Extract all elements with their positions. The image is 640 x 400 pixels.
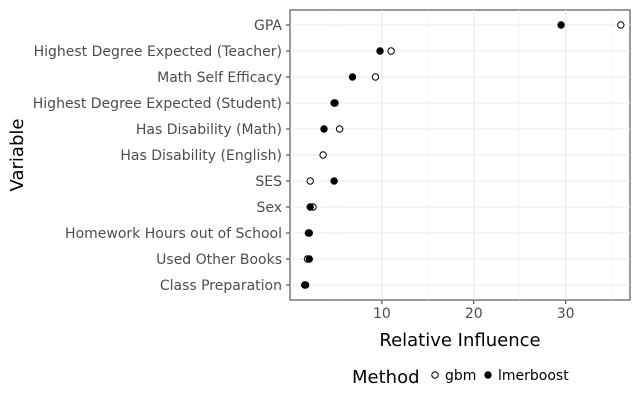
point-gbm — [371, 73, 380, 81]
point-lmerboost — [306, 203, 314, 211]
point-gbm — [387, 47, 395, 55]
legend-key-gbm — [431, 371, 439, 379]
y-tick-label: GPA — [254, 18, 282, 34]
point-lmerboost — [301, 281, 310, 289]
point-lmerboost — [305, 229, 313, 237]
y-tick-label: Has Disability (English) — [120, 148, 282, 164]
point-lmerboost — [330, 177, 338, 185]
x-axis-ticks: 10 20 30 — [373, 300, 575, 322]
y-tick-label: SES — [255, 174, 282, 190]
point-gbm — [306, 177, 314, 185]
y-tick-label: Sex — [256, 200, 282, 216]
y-tick-label: Math Self Efficacy — [157, 70, 282, 86]
point-lmerboost — [557, 21, 565, 29]
y-tick-label: Class Preparation — [160, 278, 282, 294]
legend-label-gbm: gbm — [445, 368, 476, 384]
y-axis-ticks: GPA Highest Degree Expected (Teacher) Math… — [33, 18, 290, 294]
point-lmerboost — [320, 125, 328, 133]
point-gbm — [319, 151, 327, 159]
legend-key-lmerboost — [484, 371, 492, 379]
point-gbm — [335, 125, 344, 133]
point-lmerboost — [305, 255, 313, 263]
x-axis-title: Relative Influence — [379, 330, 540, 351]
legend-title: Method — [352, 367, 420, 388]
x-tick-label: 10 — [373, 306, 391, 322]
legend-label-lmerboost: lmerboost — [498, 368, 569, 384]
point-lmerboost — [331, 99, 339, 107]
y-axis-title: Variable — [7, 119, 28, 192]
point-lmerboost — [348, 73, 357, 81]
y-tick-label: Highest Degree Expected (Teacher) — [34, 44, 282, 60]
y-tick-label: Homework Hours out of School — [65, 226, 282, 242]
y-tick-label: Has Disability (Math) — [136, 122, 282, 138]
y-tick-label: Highest Degree Expected (Student) — [33, 96, 282, 112]
point-lmerboost — [376, 47, 384, 55]
legend: Method gbm lmerboost — [352, 367, 569, 388]
x-tick-label: 30 — [557, 306, 575, 322]
data-points — [301, 21, 625, 289]
grid — [290, 10, 630, 300]
y-tick-label: Used Other Books — [156, 252, 282, 268]
x-tick-label: 20 — [465, 306, 483, 322]
point-gbm — [617, 21, 625, 29]
